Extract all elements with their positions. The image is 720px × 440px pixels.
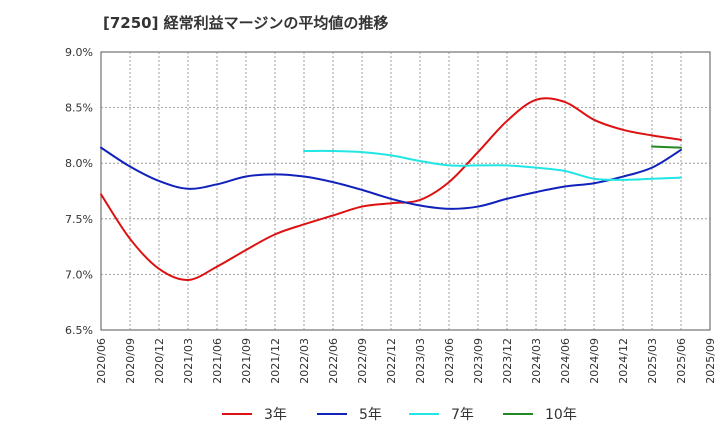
y-tick-label: 8.0% <box>65 157 93 170</box>
x-tick-label: 2025/09 <box>704 338 717 384</box>
series-line-2 <box>100 146 682 210</box>
x-tick-label: 2023/03 <box>414 338 427 384</box>
plot-area <box>100 51 711 331</box>
x-tick-label: 2022/09 <box>356 338 369 384</box>
x-tick-label: 2024/03 <box>530 338 543 384</box>
legend-label-3: 7年 <box>451 407 474 423</box>
x-tick-label: 2023/06 <box>443 338 456 384</box>
x-tick-label: 2023/12 <box>501 338 514 384</box>
x-tick-label: 2024/12 <box>617 338 630 384</box>
legend-label-4: 10年 <box>545 407 577 423</box>
legend-label-2: 5年 <box>359 407 382 423</box>
series-line-1 <box>100 97 682 281</box>
x-tick-label: 2022/06 <box>327 338 340 384</box>
x-tick-label: 2025/03 <box>646 338 659 384</box>
chart-title: [7250] 経常利益マージンの平均値の推移 <box>103 14 389 32</box>
series-line-4 <box>651 145 682 149</box>
x-tick-label: 2023/09 <box>472 338 485 384</box>
x-tick-label: 2020/09 <box>124 338 137 384</box>
x-tick-label: 2020/06 <box>95 338 108 384</box>
legend-label-1: 3年 <box>264 407 287 423</box>
x-tick-label: 2024/06 <box>559 338 572 384</box>
x-tick-label: 2021/12 <box>269 338 282 384</box>
x-tick-label: 2021/06 <box>211 338 224 384</box>
y-tick-label: 7.5% <box>65 213 93 226</box>
y-tick-label: 7.0% <box>65 268 93 281</box>
x-tick-label: 2021/03 <box>182 338 195 384</box>
x-tick-label: 2024/09 <box>588 338 601 384</box>
y-tick-label: 8.5% <box>65 102 93 115</box>
x-tick-label: 2022/12 <box>385 338 398 384</box>
y-tick-label: 6.5% <box>65 324 93 337</box>
x-tick-label: 2020/12 <box>153 338 166 384</box>
x-tick-label: 2025/06 <box>675 338 688 384</box>
x-tick-label: 2022/03 <box>298 338 311 384</box>
x-tick-label: 2021/09 <box>240 338 253 384</box>
y-tick-label: 9.0% <box>65 46 93 59</box>
series-line-3 <box>303 149 682 181</box>
